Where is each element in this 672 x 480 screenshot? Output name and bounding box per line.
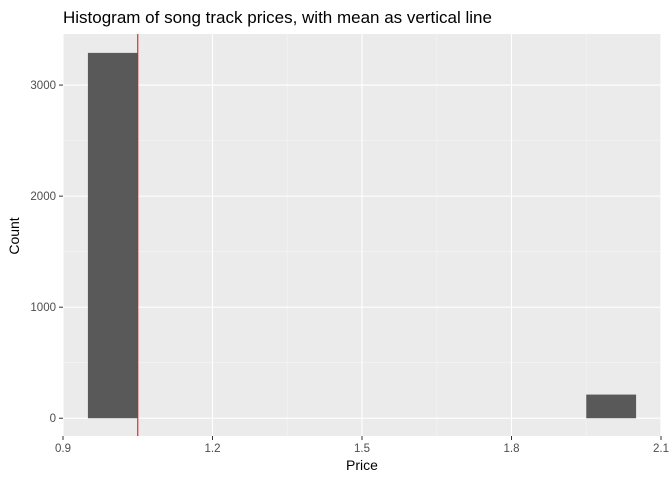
histogram-bar [87, 52, 138, 419]
grid-lines [62, 34, 662, 436]
histogram-bars [87, 52, 637, 419]
y-axis: 0 1000 2000 3000 [30, 80, 63, 425]
y-tick-label: 0 [50, 413, 56, 425]
y-axis-title: Count [6, 217, 22, 254]
x-tick-label: 1.5 [354, 443, 370, 455]
x-tick-label: 2.1 [653, 443, 669, 455]
x-axis-title: Price [346, 457, 378, 473]
x-tick-label: 1.8 [504, 443, 520, 455]
x-tick-label: 0.9 [55, 443, 71, 455]
histogram-bar [586, 394, 637, 419]
x-axis: 0.9 1.2 1.5 1.8 2.1 [55, 436, 669, 455]
chart-title: Histogram of song track prices, with mea… [63, 8, 492, 27]
x-tick-label: 1.2 [205, 443, 221, 455]
y-tick-label: 3000 [30, 80, 56, 92]
y-tick-label: 2000 [30, 191, 56, 203]
y-tick-label: 1000 [30, 302, 56, 314]
